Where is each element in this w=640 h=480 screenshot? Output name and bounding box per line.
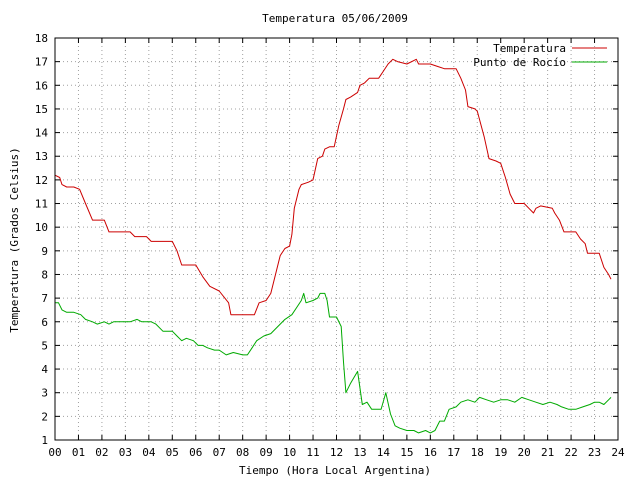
y-tick-label: 13 — [35, 150, 48, 163]
x-tick-label: 14 — [377, 446, 391, 459]
x-tick-label: 08 — [236, 446, 249, 459]
y-tick-label: 11 — [35, 198, 48, 211]
y-axis-label: Temperatura (Grados Celsius) — [8, 147, 21, 332]
series-layer — [54, 58, 612, 434]
series-line-punto-de-rocio — [55, 292, 612, 434]
x-tick-label: 10 — [283, 446, 296, 459]
x-tick-label: 24 — [611, 446, 625, 459]
grid — [55, 38, 618, 440]
x-tick-label: 11 — [306, 446, 319, 459]
x-axis-label: Tiempo (Hora Local Argentina) — [239, 464, 431, 477]
y-tick-label: 6 — [41, 316, 48, 329]
x-tick-label: 03 — [119, 446, 132, 459]
y-tick-label: 4 — [41, 363, 48, 376]
x-tick-label: 15 — [400, 446, 413, 459]
legend: Temperatura Punto de Rocío — [473, 42, 607, 69]
x-tick-label: 19 — [494, 446, 507, 459]
x-tick-label: 13 — [353, 446, 366, 459]
x-tick-label: 17 — [447, 446, 460, 459]
y-tick-label: 10 — [35, 221, 48, 234]
y-tick-label: 16 — [35, 79, 48, 92]
x-tick-label: 21 — [541, 446, 554, 459]
legend-label-punto-de-rocio: Punto de Rocío — [473, 56, 566, 69]
y-tick-label: 14 — [35, 127, 49, 140]
x-tick-label: 07 — [213, 446, 226, 459]
x-tick-label: 06 — [189, 446, 202, 459]
series-line-temperatura — [54, 58, 612, 316]
x-tick-label: 05 — [166, 446, 179, 459]
y-tick-label: 15 — [35, 103, 48, 116]
y-tick-label: 17 — [35, 56, 48, 69]
y-tick-label: 2 — [41, 410, 48, 423]
y-tick-label: 12 — [35, 174, 48, 187]
x-tick-label: 00 — [48, 446, 61, 459]
x-tick-label: 04 — [142, 446, 156, 459]
x-tick-label: 16 — [424, 446, 437, 459]
plot-frame — [54, 37, 619, 441]
x-tick-label: 02 — [95, 446, 108, 459]
y-tick-label: 1 — [41, 434, 48, 447]
x-tick-label: 23 — [588, 446, 601, 459]
x-tick-label: 20 — [518, 446, 531, 459]
axes: 00 01 02 03 04 05 06 07 08 09 10 11 12 13 14 15 16 17 18 19… — [35, 32, 625, 459]
chart-title: Temperatura 05/06/2009 — [262, 12, 408, 25]
y-tick-label: 8 — [41, 268, 48, 281]
y-tick-label: 5 — [41, 339, 48, 352]
y-tick-label: 18 — [35, 32, 48, 45]
x-tick-label: 12 — [330, 446, 343, 459]
x-tick-label: 09 — [260, 446, 273, 459]
x-tick-label: 22 — [564, 446, 577, 459]
y-tick-label: 9 — [41, 245, 48, 258]
y-tick-label: 3 — [41, 387, 48, 400]
x-tick-label: 18 — [471, 446, 484, 459]
y-tick-label: 7 — [41, 292, 48, 305]
legend-label-temperatura: Temperatura — [493, 42, 566, 55]
x-tick-label: 01 — [72, 446, 85, 459]
